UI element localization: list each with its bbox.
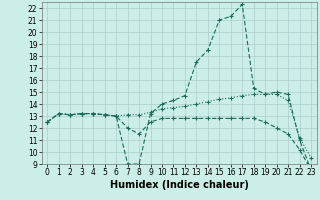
- X-axis label: Humidex (Indice chaleur): Humidex (Indice chaleur): [110, 180, 249, 190]
